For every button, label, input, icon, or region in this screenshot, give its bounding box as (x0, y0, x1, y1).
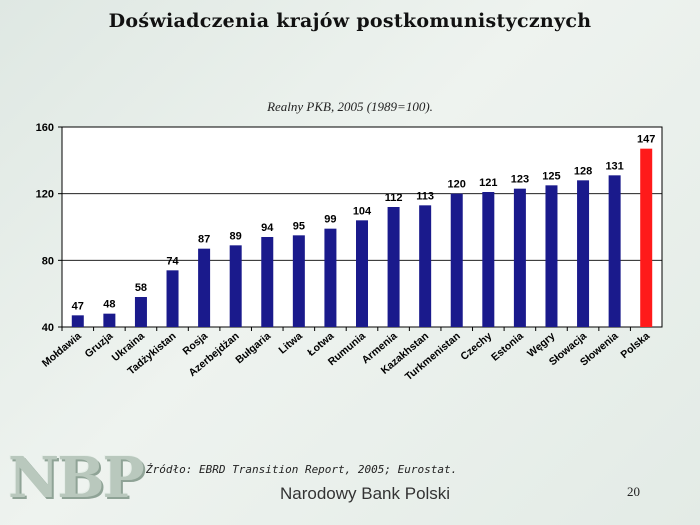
data-label: 121 (479, 177, 497, 189)
x-tick-label: Mołdawia (40, 330, 84, 370)
bar (166, 270, 179, 327)
slide-title: Doświadczenia krajów postkomunistycznych (108, 10, 592, 32)
bar (229, 245, 242, 327)
data-label: 95 (293, 220, 305, 232)
bar (577, 180, 590, 327)
x-tick-label: Bułgaria (233, 330, 273, 366)
bar (292, 235, 305, 327)
bar (450, 193, 463, 327)
y-tick-label: 120 (36, 189, 54, 201)
data-label: 89 (230, 230, 242, 242)
x-tick-label: Litwa (276, 330, 304, 357)
data-label: 113 (416, 190, 434, 202)
data-label: 104 (353, 205, 372, 217)
bar (482, 192, 495, 327)
x-tick-label: Estonia (489, 330, 526, 364)
data-label: 48 (103, 299, 115, 311)
data-label: 47 (72, 300, 84, 312)
data-label: 112 (385, 192, 403, 204)
bar (640, 148, 653, 327)
bar (261, 237, 274, 327)
data-label: 147 (637, 134, 655, 146)
y-tick-label: 160 (36, 122, 54, 134)
page-number: 20 (627, 484, 640, 499)
data-label: 94 (261, 222, 274, 234)
data-label: 128 (574, 165, 592, 177)
bar (324, 228, 337, 327)
bar (419, 205, 432, 327)
bar (387, 207, 400, 327)
bar (356, 220, 368, 327)
bar (71, 315, 84, 327)
bar (134, 297, 147, 327)
data-label: 123 (511, 174, 529, 186)
x-tick-label: Czechy (458, 330, 494, 363)
y-tick-label: 80 (42, 255, 54, 267)
bar (513, 188, 526, 327)
chart-title: Realny PKB, 2005 (1989=100). (267, 99, 433, 114)
source-note: Źródło: EBRD Transition Report, 2005; Eu… (146, 463, 458, 476)
data-label: 87 (198, 234, 210, 246)
bar (545, 185, 558, 327)
y-tick-label: 40 (42, 322, 54, 334)
data-label: 131 (605, 160, 623, 172)
x-tick-label: Polska (618, 330, 652, 361)
bar (103, 313, 116, 327)
data-label: 58 (135, 282, 147, 294)
nbp-logo: NBP (8, 445, 145, 511)
data-label: 120 (448, 179, 466, 191)
x-tick-label: Turkmenistan (403, 330, 463, 383)
bar (198, 248, 211, 327)
bank-name: Narodowy Bank Polski (280, 484, 451, 503)
data-label: 99 (324, 214, 336, 226)
data-label: 125 (542, 170, 560, 182)
bar (608, 175, 621, 327)
data-label: 74 (166, 255, 179, 267)
